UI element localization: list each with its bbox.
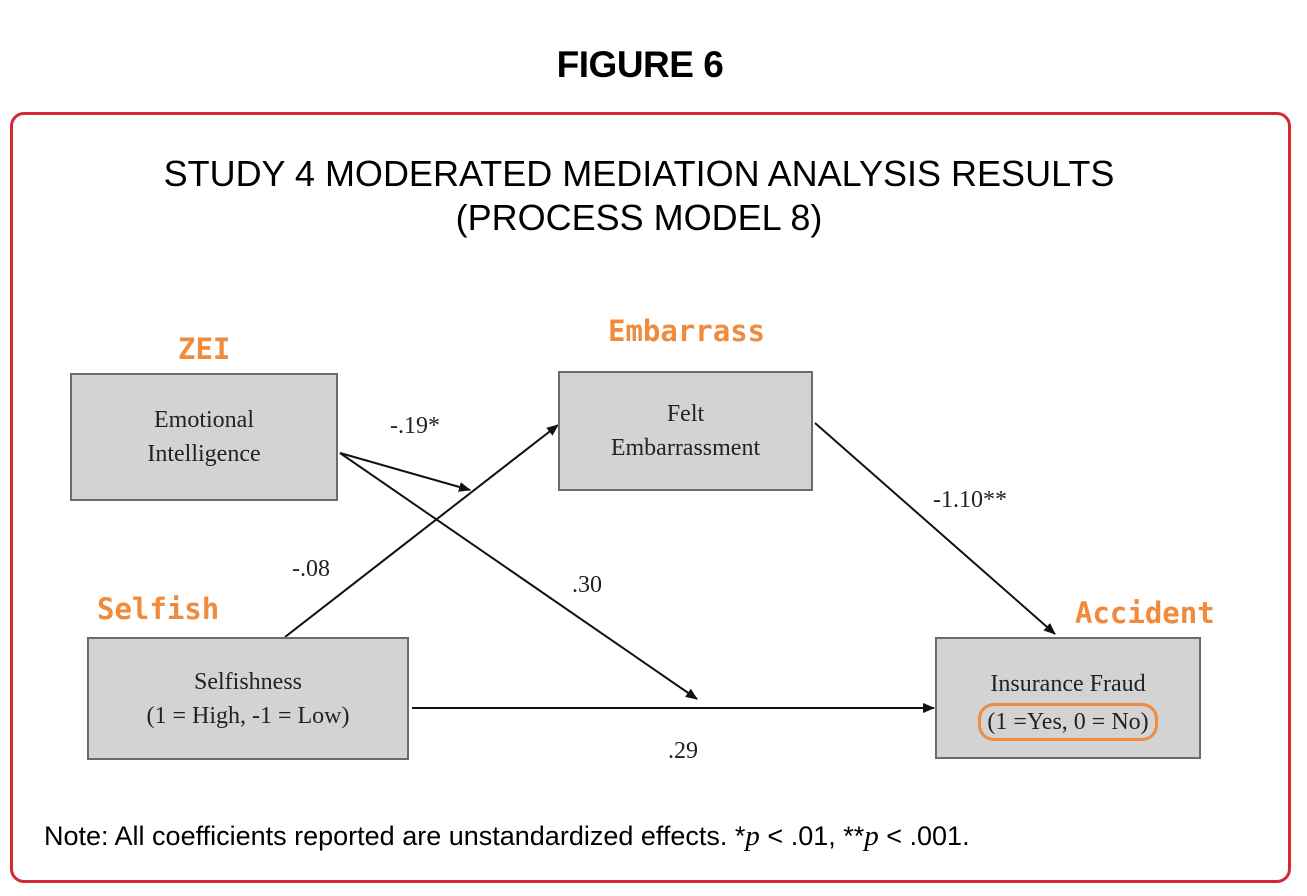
note-threshold-2: < .001.	[878, 821, 970, 851]
note-p-symbol: p	[864, 820, 879, 852]
node-selfishness: Selfishness (1 = High, -1 = Low)	[87, 637, 409, 760]
note-prefix: Note: All coefficients reported are unst…	[44, 821, 746, 851]
node-label-line-1: Felt	[666, 401, 705, 427]
figure-frame	[10, 112, 1291, 883]
node-label-line-2: (1 = High, -1 = Low)	[146, 702, 350, 729]
tag-zei: ZEI	[178, 332, 231, 366]
diagram-title: STUDY 4 MODERATED MEDIATION ANALYSIS RES…	[0, 152, 1278, 240]
node-label-line-1: Selfishness	[194, 668, 302, 695]
note-threshold-1: < .01, **	[759, 821, 865, 851]
tag-embarrass: Embarrass	[608, 314, 766, 348]
coef-selfishness-fraud: .29	[668, 738, 698, 764]
coef-embarrassment-fraud: -1.10**	[933, 487, 1007, 513]
coef-ei-interaction-fraud: .30	[572, 572, 602, 598]
node-label-line-1: Emotional	[154, 407, 254, 433]
tag-selfish: Selfish	[97, 592, 220, 626]
node-label-line-2: Intelligence	[147, 441, 261, 467]
note-p-symbol: p	[745, 820, 760, 852]
title-line-1: STUDY 4 MODERATED MEDIATION ANALYSIS RES…	[163, 153, 1115, 194]
figure-label: FIGURE 6	[556, 44, 724, 85]
node-emotional-intelligence: Emotional Intelligence	[70, 373, 338, 501]
node-felt-embarrassment: Felt Embarrassment	[558, 371, 813, 491]
node-label-line-2: Embarrassment	[610, 435, 761, 461]
node-label-line-1: Insurance Fraud	[990, 671, 1146, 697]
title-line-2: (PROCESS MODEL 8)	[455, 197, 823, 238]
footnote: Note: All coefficients reported are unst…	[44, 820, 970, 853]
highlighted-coding-label: (1 =Yes, 0 = No)	[978, 703, 1158, 741]
tag-accident: Accident	[1075, 596, 1215, 630]
coef-selfishness-embarrassment: -.08	[292, 556, 330, 582]
node-insurance-fraud: Insurance Fraud (1 =Yes, 0 = No)	[935, 637, 1201, 759]
coef-ei-interaction-embarrassment: -.19*	[390, 413, 440, 439]
